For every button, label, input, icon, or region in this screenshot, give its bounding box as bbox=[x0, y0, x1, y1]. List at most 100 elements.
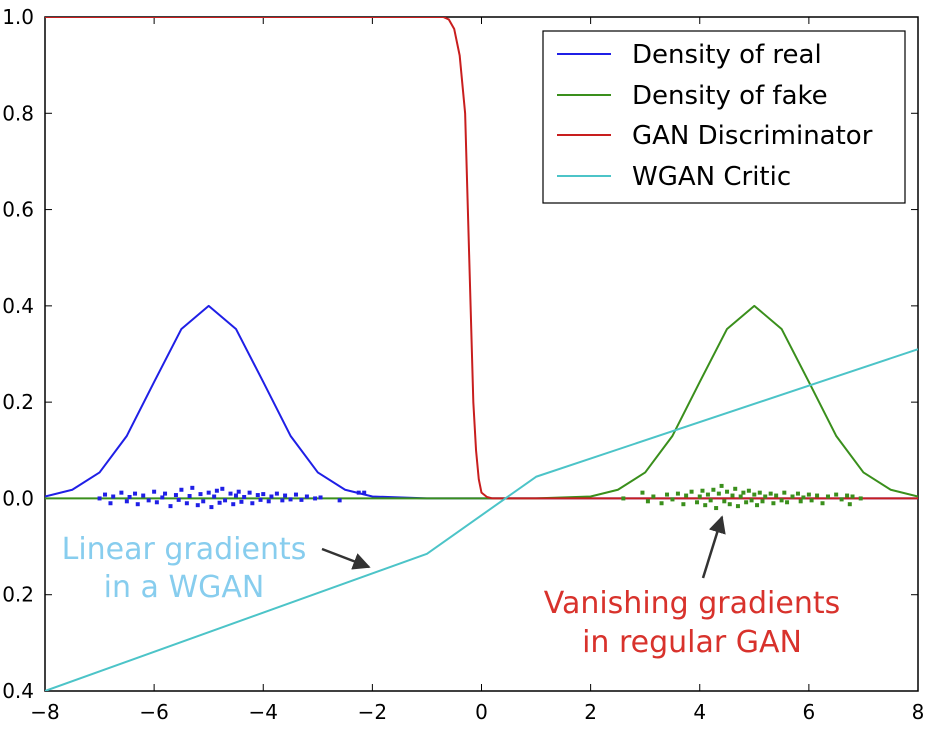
sample-point-density-of-fake bbox=[703, 503, 708, 508]
x-tick-label: −8 bbox=[30, 700, 59, 724]
y-tick-label: 1.0 bbox=[2, 5, 34, 29]
sample-point-density-of-real bbox=[127, 494, 132, 499]
series-line-gan-discriminator bbox=[45, 17, 918, 500]
sample-point-density-of-fake bbox=[716, 491, 721, 496]
sample-point-density-of-fake bbox=[733, 486, 738, 491]
y-tick-label: 0.6 bbox=[2, 198, 34, 222]
y-tick-label: 0.2 bbox=[2, 390, 34, 414]
sample-point-density-of-real bbox=[97, 496, 102, 501]
sample-point-density-of-real bbox=[190, 485, 195, 490]
sample-point-density-of-real bbox=[269, 494, 274, 499]
sample-point-density-of-real bbox=[293, 492, 298, 497]
sample-point-density-of-real bbox=[135, 502, 140, 507]
x-tick-label: 0 bbox=[475, 700, 488, 724]
sample-point-density-of-fake bbox=[725, 489, 730, 494]
sample-point-density-of-fake bbox=[825, 494, 830, 499]
sample-point-density-of-real bbox=[337, 498, 342, 503]
sample-point-density-of-real bbox=[160, 495, 165, 500]
sample-point-density-of-fake bbox=[670, 497, 675, 502]
sample-point-density-of-fake bbox=[757, 490, 762, 495]
legend-label-critic: WGAN Critic bbox=[632, 162, 791, 192]
sample-point-density-of-real bbox=[231, 502, 236, 507]
sample-point-density-of-fake bbox=[705, 492, 710, 497]
x-tick-label: 6 bbox=[803, 700, 816, 724]
sample-point-density-of-fake bbox=[798, 499, 803, 504]
sample-point-density-of-real bbox=[212, 494, 217, 499]
sample-point-density-of-fake bbox=[741, 490, 746, 495]
sample-point-density-of-real bbox=[111, 494, 116, 499]
sample-point-density-of-fake bbox=[684, 493, 689, 498]
y-tick-label: 0.4 bbox=[2, 294, 34, 318]
sample-point-density-of-fake bbox=[719, 483, 724, 488]
sample-point-density-of-fake bbox=[640, 490, 645, 495]
sample-point-density-of-fake bbox=[795, 491, 800, 496]
sample-point-density-of-fake bbox=[708, 498, 713, 503]
sample-point-density-of-fake bbox=[755, 503, 760, 508]
sample-point-density-of-real bbox=[168, 504, 173, 509]
y-axis: 1.0 0.8 0.6 0.4 0.2 0.0 0.2 0.4 bbox=[2, 5, 918, 703]
sample-point-density-of-real bbox=[261, 492, 266, 497]
annotation-wgan-arrow bbox=[321, 547, 371, 570]
sample-point-density-of-fake bbox=[845, 493, 850, 498]
sample-point-density-of-fake bbox=[785, 500, 790, 505]
sample-point-density-of-real bbox=[217, 500, 222, 505]
legend-label-real: Density of real bbox=[632, 40, 822, 70]
x-tick-label: 4 bbox=[693, 700, 706, 724]
sample-point-density-of-real bbox=[206, 490, 211, 495]
sample-point-density-of-fake bbox=[727, 502, 732, 507]
sample-point-density-of-real bbox=[152, 489, 157, 494]
sample-point-density-of-real bbox=[198, 492, 203, 497]
annotation-gan-line2: in regular GAN bbox=[582, 625, 802, 660]
sample-point-density-of-real bbox=[233, 493, 238, 498]
sample-point-density-of-real bbox=[242, 494, 247, 499]
sample-point-density-of-real bbox=[304, 494, 309, 499]
sample-point-density-of-fake bbox=[744, 500, 749, 505]
sample-point-density-of-fake bbox=[839, 497, 844, 502]
sample-point-density-of-fake bbox=[746, 488, 751, 493]
sample-point-density-of-real bbox=[209, 505, 214, 510]
annotation-gan-arrow bbox=[701, 515, 726, 579]
y-tick-label: 0.0 bbox=[2, 486, 34, 510]
sample-point-density-of-fake bbox=[675, 491, 680, 496]
sample-point-density-of-fake bbox=[815, 493, 820, 498]
legend-label-discriminator: GAN Discriminator bbox=[632, 121, 873, 151]
sample-point-density-of-fake bbox=[681, 502, 686, 507]
sample-point-density-of-real bbox=[239, 499, 244, 504]
x-tick-label: −6 bbox=[139, 700, 168, 724]
sample-point-density-of-fake bbox=[645, 499, 650, 504]
sample-point-density-of-real bbox=[176, 497, 181, 502]
sample-point-density-of-real bbox=[274, 491, 279, 496]
sample-point-density-of-fake bbox=[738, 494, 743, 499]
x-tick-label: −2 bbox=[358, 700, 387, 724]
sample-point-density-of-fake bbox=[790, 494, 795, 499]
sample-point-density-of-real bbox=[214, 488, 219, 493]
sample-point-density-of-fake bbox=[714, 506, 719, 511]
x-tick-label: 2 bbox=[584, 700, 597, 724]
sample-point-density-of-fake bbox=[782, 490, 787, 495]
sample-point-density-of-real bbox=[124, 499, 129, 504]
sample-point-density-of-real bbox=[318, 495, 323, 500]
legend-box bbox=[542, 30, 906, 204]
sample-point-density-of-real bbox=[299, 497, 304, 502]
sample-point-density-of-real bbox=[258, 497, 263, 502]
sample-point-density-of-real bbox=[228, 491, 233, 496]
sample-point-density-of-real bbox=[195, 503, 200, 508]
sample-point-density-of-fake bbox=[801, 495, 806, 500]
series-line-wgan-critic bbox=[45, 348, 918, 691]
sample-point-density-of-real bbox=[266, 499, 271, 504]
sample-point-density-of-real bbox=[283, 493, 288, 498]
sample-point-density-of-fake bbox=[806, 492, 811, 497]
annotation-gan: Vanishing gradients in regular GAN bbox=[544, 515, 840, 660]
sample-point-density-of-real bbox=[236, 489, 241, 494]
sample-point-density-of-fake bbox=[665, 492, 670, 497]
x-axis: −8 −6 −4 −2 0 2 4 6 8 bbox=[30, 17, 924, 724]
sample-point-density-of-fake bbox=[700, 488, 705, 493]
annotation-wgan-line2: in a WGAN bbox=[104, 570, 265, 605]
annotation-wgan-line1: Linear gradients bbox=[62, 532, 307, 567]
sample-point-density-of-real bbox=[187, 494, 192, 499]
sample-point-density-of-fake bbox=[697, 494, 702, 499]
y-tick-label: 0.2 bbox=[2, 583, 34, 607]
sample-point-density-of-fake bbox=[820, 501, 825, 506]
sample-point-density-of-fake bbox=[695, 500, 700, 505]
